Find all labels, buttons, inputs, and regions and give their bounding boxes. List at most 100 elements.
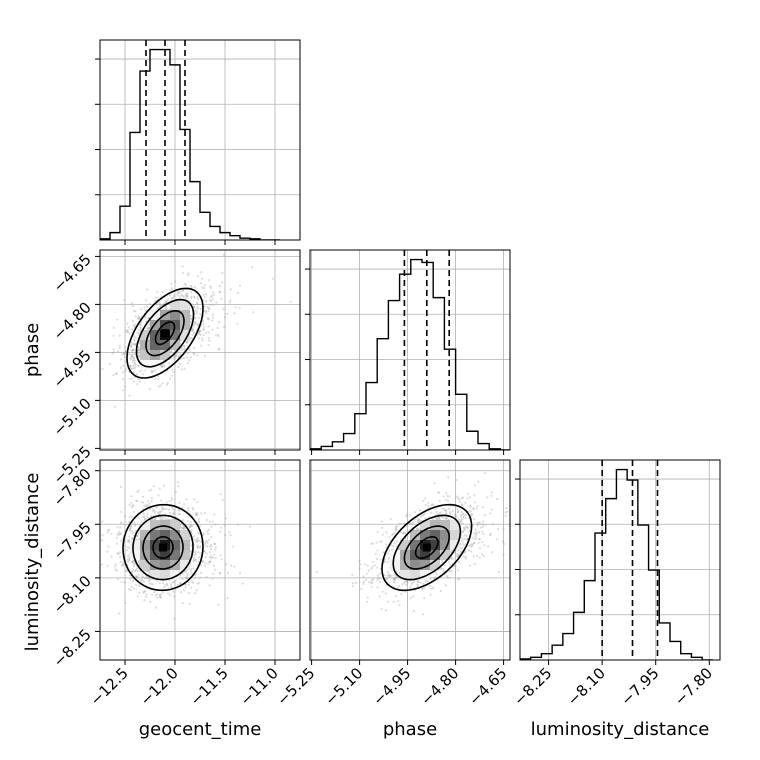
scatter-point <box>184 586 187 589</box>
scatter-point <box>222 308 225 311</box>
scatter-point <box>115 542 118 545</box>
scatter-point <box>388 574 391 577</box>
scatter-point <box>236 322 239 325</box>
scatter-point <box>194 559 197 562</box>
scatter-point <box>181 357 184 360</box>
scatter-point <box>80 547 82 549</box>
scatter-point <box>383 574 386 577</box>
density-cell <box>180 560 190 570</box>
scatter-point <box>179 581 182 585</box>
scatter-point <box>409 597 412 600</box>
scatter-point <box>122 563 125 566</box>
scatter-point <box>124 385 127 388</box>
scatter-point <box>126 328 129 331</box>
scatter-point <box>394 529 397 532</box>
density-cell <box>410 560 420 570</box>
scatter-point <box>468 525 471 528</box>
scatter-point <box>130 348 133 351</box>
scatter-point <box>131 570 134 573</box>
scatter-point <box>394 578 397 582</box>
scatter-point <box>132 357 135 360</box>
scatter-point <box>115 372 118 376</box>
scatter-point <box>150 369 153 372</box>
scatter-point <box>119 366 123 369</box>
scatter-point <box>206 545 209 548</box>
scatter-point <box>106 531 109 534</box>
scatter-point <box>170 349 173 353</box>
scatter-point <box>106 564 109 567</box>
scatter-point <box>427 504 430 507</box>
scatter-point <box>220 281 224 284</box>
scatter-point <box>126 322 129 325</box>
scatter-point <box>381 590 384 593</box>
density-cell <box>420 560 430 570</box>
scatter-point <box>122 352 126 355</box>
scatter-point <box>131 328 134 331</box>
scatter-point <box>212 564 215 567</box>
scatter-point <box>179 291 182 294</box>
histogram-step-luminosity-distance <box>520 468 713 660</box>
scatter-point <box>171 512 174 515</box>
scatter-point <box>389 518 392 521</box>
scatter-point <box>180 368 183 371</box>
scatter-point <box>396 540 399 543</box>
scatter-point <box>194 514 198 517</box>
scatter-point <box>138 317 141 320</box>
scatter-point <box>475 530 478 533</box>
scatter-point <box>387 573 390 576</box>
scatter-point <box>151 583 155 586</box>
panel-frame <box>309 459 511 661</box>
scatter-point <box>448 570 451 573</box>
scatter-point <box>193 321 196 324</box>
density-cell <box>440 550 450 560</box>
scatter-point <box>418 509 422 512</box>
scatter-point <box>426 579 429 583</box>
scatter-point <box>466 537 469 541</box>
scatter-point <box>187 272 190 275</box>
scatter-point <box>127 521 131 524</box>
scatter-point <box>408 514 412 517</box>
scatter-point <box>128 528 131 531</box>
scatter-point <box>194 321 197 324</box>
scatter-panel-geocent-time-vs-luminosity-distance: −8.25−8.10−7.95−7.80−12.5 −12.0 −11.5 −11.0 <box>50 459 301 709</box>
scatter-point <box>132 504 135 507</box>
scatter-point <box>251 265 254 269</box>
scatter-point <box>378 580 381 584</box>
scatter-point <box>192 352 195 355</box>
scatter-point <box>184 583 187 586</box>
scatter-point <box>208 303 211 306</box>
scatter-point <box>118 612 121 615</box>
scatter-point <box>459 518 463 521</box>
scatter-point <box>188 526 191 529</box>
scatter-point <box>177 366 180 369</box>
scatter-point <box>119 521 122 525</box>
x-tick-label: −8.25 <box>510 664 555 709</box>
scatter-point <box>406 513 409 516</box>
scatter-point <box>472 507 475 510</box>
histogram-step-phase <box>310 258 510 450</box>
density-cell <box>160 550 170 560</box>
density-cell <box>180 530 190 540</box>
scatter-point <box>464 516 467 520</box>
scatter-point <box>196 501 199 504</box>
scatter-point <box>405 515 408 518</box>
scatter-point <box>376 566 379 569</box>
scatter-point <box>191 329 194 332</box>
scatter-point <box>123 544 127 547</box>
scatter-point <box>137 331 140 334</box>
contour-line <box>403 525 451 570</box>
scatter-point <box>394 574 397 577</box>
scatter-point <box>456 555 459 558</box>
scatter-point <box>202 322 205 325</box>
scatter-point <box>136 569 139 573</box>
scatter-point <box>443 564 446 567</box>
scatter-point <box>380 540 383 543</box>
scatter-point <box>144 315 147 318</box>
scatter-point <box>141 578 144 582</box>
scatter-point <box>128 516 131 519</box>
scatter-point <box>236 291 239 294</box>
scatter-point <box>191 333 194 336</box>
scatter-point <box>174 280 177 283</box>
scatter-point <box>171 374 174 377</box>
scatter-point <box>391 533 394 537</box>
